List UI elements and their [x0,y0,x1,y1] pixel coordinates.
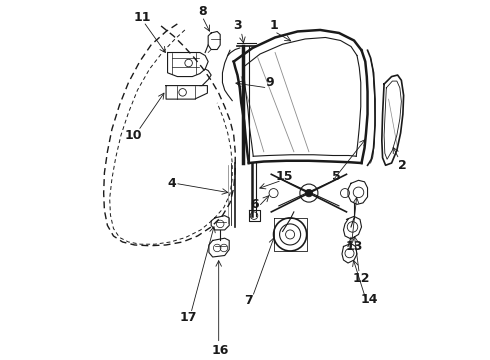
Circle shape [305,189,313,197]
Text: 3: 3 [233,19,242,32]
Text: 11: 11 [133,12,151,24]
Text: 16: 16 [212,344,229,357]
Text: 8: 8 [198,5,206,18]
Text: 2: 2 [398,159,407,172]
Text: 10: 10 [125,129,143,142]
Text: 13: 13 [345,240,363,253]
Text: 5: 5 [332,170,341,183]
Text: 9: 9 [266,76,274,89]
Text: 1: 1 [270,19,279,32]
Text: 4: 4 [168,177,176,190]
Text: 7: 7 [245,294,253,307]
Text: 15: 15 [275,170,293,183]
Text: 12: 12 [353,271,370,284]
Text: 17: 17 [180,311,197,324]
Text: 14: 14 [360,293,378,306]
Text: 6: 6 [250,198,259,211]
